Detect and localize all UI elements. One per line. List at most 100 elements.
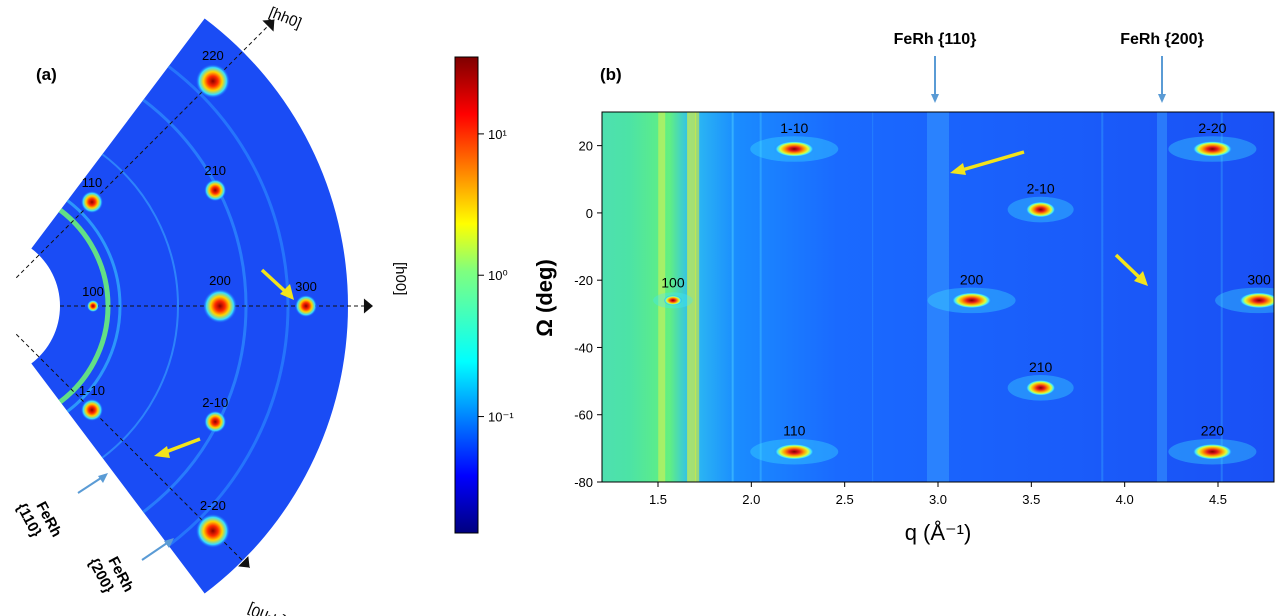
peak-2-20 (1192, 141, 1233, 157)
ring-bands (927, 112, 1167, 482)
ring-label-110: FeRh {110} (894, 31, 977, 48)
spot-300 (295, 295, 317, 317)
spot-label-110: 110 (82, 175, 103, 190)
ring-arrowhead-200 (1158, 94, 1166, 103)
peak-220 (1192, 443, 1233, 460)
streak (759, 112, 762, 482)
colorbar (454, 56, 479, 534)
colorbar-tick-label: 10¹ (488, 127, 507, 142)
peak-110 (774, 443, 815, 460)
y-tick-label: -20 (574, 273, 593, 288)
ferh110-annotation-a: FeRh {110} (13, 499, 65, 540)
h00-line-arrowhead (363, 298, 373, 314)
spot-label-200: 200 (209, 273, 231, 288)
spot-110 (80, 191, 103, 214)
peak-label-220: 220 (1201, 423, 1225, 439)
heatmap-background (602, 112, 1274, 482)
yellow-arrowhead-b2 (1134, 271, 1148, 286)
panel-a-label: (a) (36, 65, 57, 84)
spot-label-1-10: 1-10 (79, 383, 105, 398)
peak-label-300: 300 (1247, 271, 1271, 287)
x-tick-label: 2.5 (836, 492, 854, 507)
streak (1220, 112, 1223, 482)
peak-label-110: 110 (783, 423, 806, 439)
y-tick-label: -40 (574, 340, 593, 355)
peak-1-10 (774, 141, 815, 157)
peak-300 (1239, 292, 1274, 309)
y-tick-label: 20 (579, 139, 593, 154)
yellow-arrowhead-b1 (950, 163, 966, 175)
panel-a-polar-map: 220 110 210 100 200 300 1-10 2-10 2-20 (15, 18, 373, 594)
y-tick-label: 0 (586, 206, 593, 221)
colorbar-tick-label: 10⁻¹ (488, 410, 514, 425)
yellow-arrow-b2 (1114, 253, 1142, 280)
y-tick-label: -60 (574, 408, 593, 423)
streak (687, 112, 697, 482)
x-tick-label: 4.5 (1209, 492, 1227, 507)
streak (695, 112, 700, 482)
ferh110-arrowhead-a (98, 473, 108, 483)
streak (658, 112, 666, 482)
yellow-arrow-a2 (162, 437, 201, 455)
ring-band (1157, 112, 1167, 482)
spot-100 (87, 300, 99, 312)
yellow-arrow-a1 (260, 268, 290, 296)
x-tick-label: 2.0 (742, 492, 760, 507)
peak-label-200: 200 (960, 271, 984, 287)
streak (872, 112, 874, 482)
peak-label-100: 100 (661, 274, 685, 290)
dir-h00-label: [h00] (392, 262, 409, 295)
ring-arrowhead-110 (931, 94, 939, 103)
ring-label-200: FeRh {200} (1120, 31, 1204, 48)
hh0-line (15, 19, 275, 279)
spot-label-300: 300 (295, 279, 317, 294)
x-tick-label: 3.5 (1022, 492, 1040, 507)
ferh200-annotation-a: FeRh {200} (85, 554, 137, 596)
peak-label-1-10: 1-10 (780, 120, 808, 136)
peak-100 (663, 295, 682, 306)
spot-220 (195, 64, 230, 99)
powder-ring (58, 208, 111, 404)
ring-band (927, 112, 949, 482)
peak-label-2-10: 2-10 (1027, 181, 1055, 197)
colorbar-ticks: 10¹ 10⁰ 10⁻¹ (478, 127, 514, 425)
spot-210 (204, 179, 227, 202)
panel-b-heatmap: 1-10 2-20 2-10 100 200 300 210 110 220 (601, 111, 1275, 483)
hmh0-line-arrowhead (238, 556, 250, 568)
dir-hmh0-label: [h-h0] (245, 600, 287, 616)
yellow-arrowhead-a2 (154, 446, 170, 458)
spot-200 (203, 289, 237, 323)
spot-2-10 (204, 410, 227, 433)
peak-label-210: 210 (1029, 359, 1053, 375)
x-tick-label: 1.5 (649, 492, 667, 507)
ferh200-arrowhead-a (164, 538, 174, 548)
yellow-arrowhead-a1 (280, 284, 294, 300)
panel-b-label: (b) (600, 65, 622, 84)
spot-2-20 (195, 513, 230, 548)
spots-a: 220 110 210 100 200 300 1-10 2-10 2-20 (79, 48, 317, 548)
x-axis-label: q (Å⁻¹) (905, 520, 972, 545)
powder-ring (101, 153, 179, 459)
x-tick-label: 3.0 (929, 492, 947, 507)
spot-label-2-20: 2-20 (200, 498, 226, 513)
streak (1101, 112, 1104, 482)
spot-label-210: 210 (204, 163, 226, 178)
y-axis-label: Ω (deg) (532, 259, 557, 337)
spot-1-10 (80, 398, 103, 421)
peak-200 (951, 292, 992, 309)
colorbar-tick-label: 10⁰ (488, 268, 508, 283)
powder-ring (66, 199, 122, 413)
peaks-b: 1-10 2-20 2-10 100 200 300 210 110 220 (653, 120, 1274, 465)
streak (731, 112, 734, 482)
yellow-arrow-b1 (961, 150, 1025, 172)
y-tick-label: -80 (574, 475, 593, 490)
hh0-line-arrowhead (262, 19, 275, 32)
peak-2-10 (1025, 201, 1056, 218)
x-tick-label: 4.0 (1116, 492, 1134, 507)
spot-label-100: 100 (82, 284, 104, 299)
vertical-streaks (658, 112, 1223, 482)
peak-label-2-20: 2-20 (1198, 120, 1226, 136)
spot-label-2-10: 2-10 (202, 395, 228, 410)
